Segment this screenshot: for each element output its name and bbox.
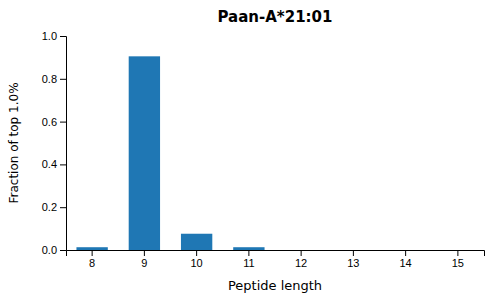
- bar: [390, 250, 421, 251]
- bar: [181, 234, 212, 250]
- bar: [76, 247, 107, 250]
- bar: [285, 250, 316, 251]
- y-tick-mark: [60, 207, 66, 208]
- chart: 8 9 10 11 12 13 14 15 0.0 0.2 0.4 0.6 0.8 1.0 Paan-A*2…: [0, 0, 500, 300]
- x-tick-label: 14: [400, 257, 412, 269]
- bar: [233, 247, 264, 250]
- x-tick: 12: [295, 250, 307, 269]
- x-tick: 8: [89, 250, 95, 269]
- x-tick-label: 15: [452, 257, 464, 269]
- y-axis: 0.0 0.2 0.4 0.6 0.8 1.0: [42, 30, 67, 256]
- y-tick-label: 0.6: [42, 116, 57, 128]
- x-tick-mark: [196, 250, 197, 256]
- x-tick-label: 9: [141, 257, 147, 269]
- y-tick-mark: [60, 250, 66, 251]
- x-tick-label: 13: [347, 257, 359, 269]
- y-tick-label: 0.8: [42, 73, 57, 85]
- x-tick-mark: [301, 250, 302, 256]
- x-tick-mark: [248, 250, 249, 256]
- x-tick: 13: [347, 250, 359, 269]
- plot: 8 9 10 11 12 13 14 15 0.0 0.2 0.4 0.6 0.8 1.0: [42, 30, 485, 269]
- x-tick: 11: [243, 250, 254, 269]
- x-tick-label: 12: [295, 257, 307, 269]
- y-tick: 1.0: [42, 30, 66, 42]
- y-tick: 0.0: [42, 244, 66, 256]
- y-tick: 0.4: [42, 158, 66, 170]
- y-tick-mark: [60, 79, 66, 80]
- bar: [442, 250, 473, 251]
- y-tick-label: 0.0: [42, 244, 57, 256]
- x-tick: 14: [400, 250, 412, 269]
- x-axis: 8 9 10 11 12 13 14 15: [67, 250, 485, 269]
- x-tick-label: 10: [191, 257, 203, 269]
- x-tick: 9: [141, 250, 147, 269]
- y-tick-label: 0.2: [42, 201, 57, 213]
- x-tick: 15: [452, 250, 464, 269]
- title: Paan-A*21:01: [218, 8, 333, 26]
- x-tick-mark: [144, 250, 145, 256]
- bar: [338, 250, 369, 251]
- y-tick-label: 0.4: [42, 158, 57, 170]
- x-axis-title: Peptide length: [228, 278, 322, 293]
- bars: [76, 56, 264, 250]
- x-tick-mark: [457, 250, 458, 256]
- x-tick-mark: [353, 250, 354, 256]
- y-tick: 0.2: [42, 201, 66, 213]
- y-tick-mark: [60, 122, 66, 123]
- x-tick-mark: [92, 250, 93, 256]
- x-tick: 10: [191, 250, 203, 269]
- y-tick-label: 1.0: [42, 30, 57, 42]
- y-axis-title: Fraction of top 1.0%: [7, 82, 21, 203]
- y-tick: 0.6: [42, 116, 66, 128]
- y-axis-line: [60, 37, 67, 251]
- x-axis-line: [67, 251, 485, 257]
- y-tick-mark: [60, 164, 66, 165]
- bar: [129, 56, 160, 250]
- x-tick-mark: [405, 250, 406, 256]
- y-tick-mark: [60, 36, 66, 37]
- x-tick-label: 11: [243, 257, 254, 269]
- y-tick: 0.8: [42, 73, 66, 85]
- x-tick-label: 8: [89, 257, 95, 269]
